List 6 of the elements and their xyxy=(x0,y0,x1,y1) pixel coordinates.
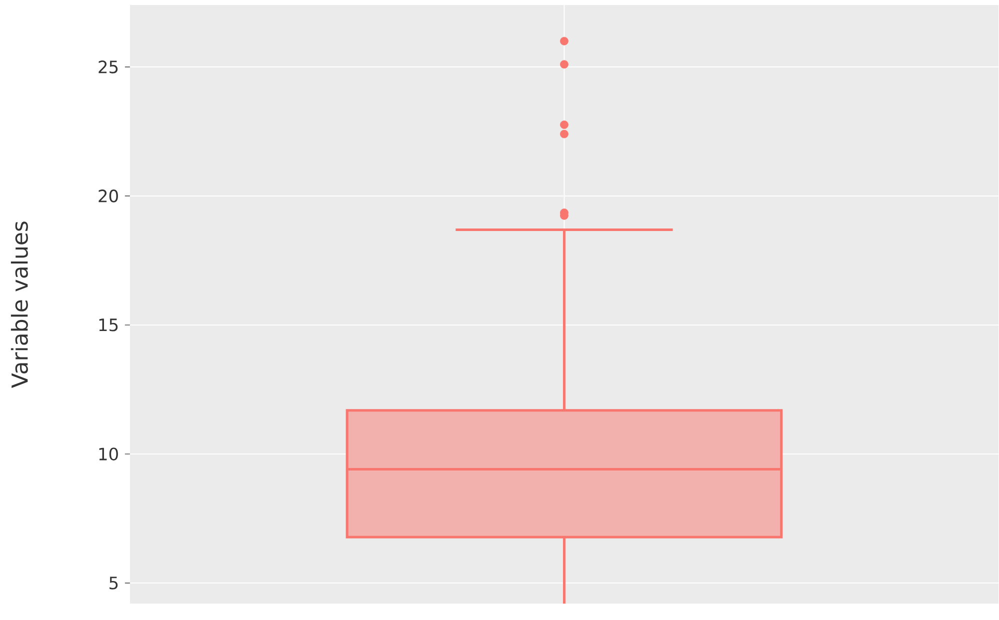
y-axis-title: Variable values xyxy=(10,222,28,388)
y-tick-label: 5 xyxy=(110,576,118,590)
y-tick-label: 15 xyxy=(99,318,118,332)
y-tick-label: 10 xyxy=(99,447,118,460)
y-tick-label: 20 xyxy=(98,189,118,202)
y-tick-label: 25 xyxy=(98,60,118,74)
